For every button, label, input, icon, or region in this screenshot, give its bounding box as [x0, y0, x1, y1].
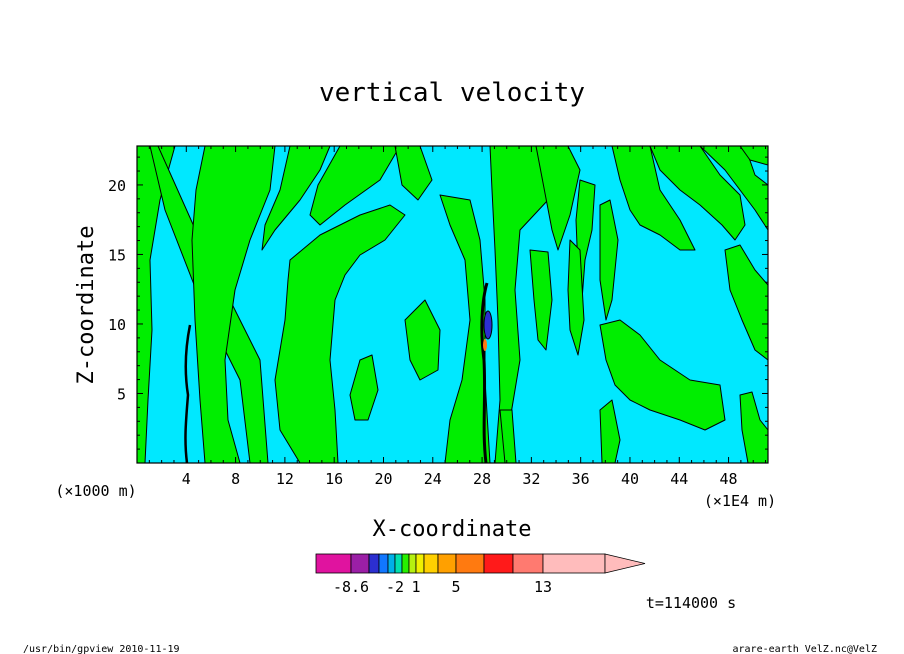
colorbar-segment — [512, 553, 544, 574]
colorbar-segment — [408, 553, 417, 574]
positive-velocity-region — [137, 146, 176, 463]
x-tick-label: 44 — [670, 470, 688, 488]
time-label: t=114000 s — [646, 594, 736, 612]
updraft-core — [483, 339, 487, 351]
positive-velocity-region — [599, 319, 726, 431]
positive-velocity-region — [499, 409, 517, 463]
x-tick-label: 24 — [424, 470, 442, 488]
positive-velocity-region — [404, 299, 441, 381]
x-tick-label: 8 — [231, 470, 240, 488]
positive-velocity-region — [649, 146, 746, 241]
x-tick-label: 32 — [522, 470, 540, 488]
x-tick-label: 48 — [720, 470, 738, 488]
colorbar-segment — [401, 553, 410, 574]
x-unit-left-label: (×1000 m) — [55, 482, 136, 500]
x-tick-label: 40 — [621, 470, 639, 488]
colorbar-segment — [415, 553, 425, 574]
positive-velocity-region — [739, 146, 768, 166]
x-axis-label: X-coordinate — [373, 517, 532, 542]
positive-velocity-region — [611, 146, 696, 251]
colorbar-label: -2 — [386, 578, 404, 596]
x-unit-right-label: (×1E4 m) — [704, 492, 776, 510]
downdraft-core — [483, 310, 493, 340]
positive-velocity-region — [439, 194, 491, 463]
positive-velocity-region — [191, 146, 276, 463]
y-tick-label: 10 — [108, 316, 126, 334]
colorbar-segment — [542, 553, 606, 574]
positive-velocity-bands — [137, 146, 768, 463]
colorbar-label: 13 — [534, 578, 552, 596]
positive-velocity-region — [599, 399, 621, 463]
x-axis: 4 8 12 16 20 24 28 32 36 40 44 48 — [136, 146, 767, 488]
positive-velocity-region — [274, 204, 406, 463]
plot-area — [136, 145, 769, 464]
positive-velocity-region — [739, 391, 768, 463]
updraft-contour-line — [480, 282, 489, 463]
colorbar-segment — [387, 553, 396, 574]
positive-velocity-region — [349, 354, 379, 421]
colorbar-segment — [350, 553, 370, 574]
colorbar-segment — [394, 553, 403, 574]
plot-frame — [136, 145, 769, 464]
colorbar-segment — [483, 553, 514, 574]
positive-velocity-region — [567, 239, 585, 356]
colorbar-segment — [315, 553, 352, 574]
y-axis-label: Z-coordinate — [74, 226, 99, 385]
colorbar-label: -8.6 — [333, 578, 369, 596]
colorbar-segment — [368, 553, 380, 574]
x-tick-label: 28 — [473, 470, 491, 488]
positive-velocity-region — [599, 199, 619, 321]
x-tick-label: 4 — [182, 470, 191, 488]
colorbar-label: 5 — [451, 578, 460, 596]
colorbar-extend-arrow — [604, 553, 646, 574]
y-tick-label: 20 — [108, 177, 126, 195]
colorbar-label: 1 — [411, 578, 420, 596]
x-tick-label: 36 — [572, 470, 590, 488]
y-axis: 5 10 15 20 — [108, 156, 768, 464]
positive-velocity-region — [724, 244, 768, 361]
convective-cores — [184, 282, 493, 463]
colorbar-segment — [455, 553, 485, 574]
colorbar-segment — [423, 553, 439, 574]
x-tick-label: 12 — [276, 470, 294, 488]
positive-velocity-region — [535, 146, 581, 251]
y-tick-label: 5 — [117, 385, 126, 403]
footer-source-file: arare-earth_VelZ.nc@VelZ — [733, 644, 878, 654]
updraft-contour-line — [184, 324, 192, 463]
x-tick-label: 16 — [325, 470, 343, 488]
chart-title: vertical velocity — [319, 78, 585, 108]
colorbar-segment — [437, 553, 457, 574]
x-tick-label: 20 — [374, 470, 392, 488]
positive-velocity-region — [529, 249, 553, 351]
colorbar-segment — [378, 553, 389, 574]
colorbar: -8.6 -2 1 5 13 — [315, 553, 646, 596]
y-tick-label: 15 — [108, 246, 126, 264]
footer-program-date: /usr/bin/gpview 2010-11-19 — [23, 644, 180, 654]
positive-velocity-region — [261, 146, 331, 251]
positive-velocity-region — [394, 146, 433, 201]
